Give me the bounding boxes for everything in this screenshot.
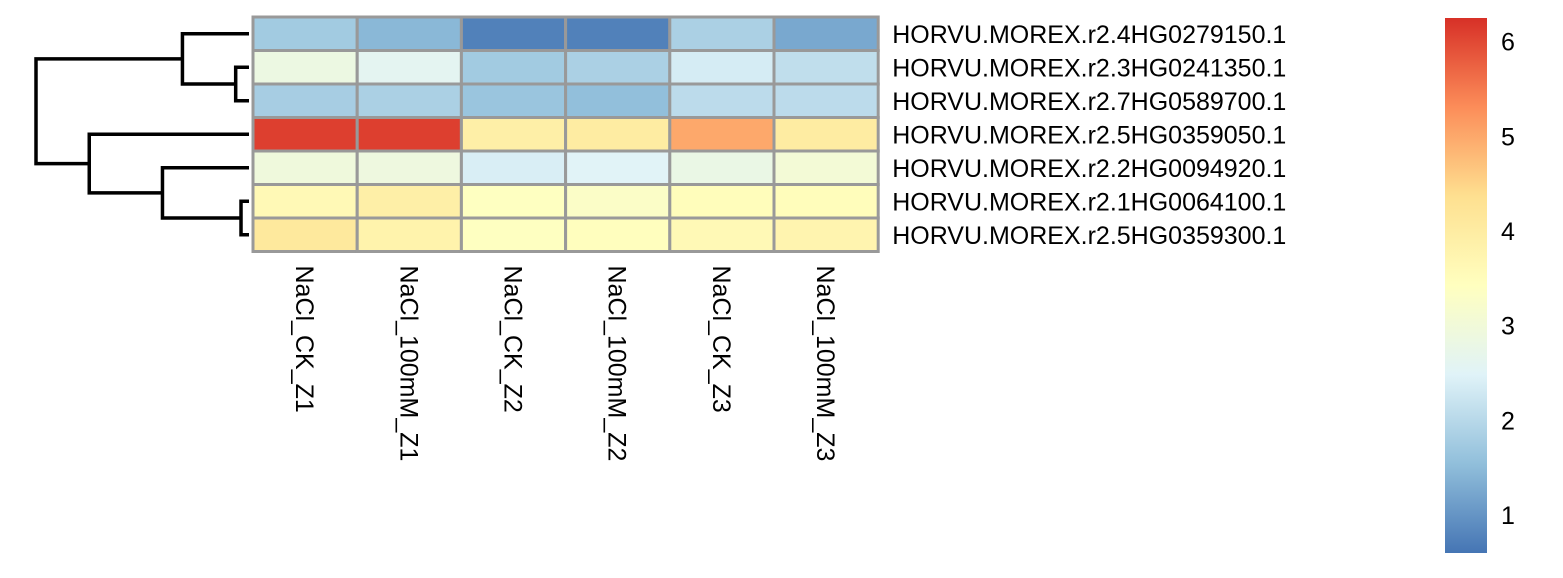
heatmap-cell [772, 216, 880, 253]
heatmap-cell [459, 49, 568, 86]
heatmap-cell [564, 15, 672, 52]
heatmap-cell [459, 82, 568, 119]
column-labels: NaCl_CK_Z1 NaCl_100mM_Z1 NaCl_CK_Z2 NaCl_10… [290, 266, 839, 462]
heatmap-cell [564, 149, 672, 186]
column-label: NaCl_100mM_Z1 [394, 266, 422, 462]
heatmap-cell [251, 49, 359, 86]
heatmap-cell [355, 82, 463, 119]
heatmap-cell [251, 149, 359, 186]
dendrogram-branch [180, 32, 249, 86]
heatmap-cell [459, 116, 568, 153]
heatmap-cell [668, 49, 776, 86]
heatmap-cell [668, 116, 776, 153]
legend-tick-label: 5 [1501, 123, 1515, 151]
heatmap-cell [564, 183, 672, 220]
heatmap-cell [355, 15, 463, 52]
heatmap-cell [772, 116, 880, 153]
column-label: NaCl_CK_Z3 [707, 266, 735, 413]
heatmap-cell [668, 216, 776, 253]
color-legend-ticks: 1 2 3 4 5 6 [1501, 29, 1515, 530]
color-legend: 1 2 3 4 5 6 [1445, 18, 1515, 553]
dendrogram-branch [239, 199, 249, 237]
heatmap-cell [668, 149, 776, 186]
row-label: HORVU.MOREX.r2.1HG0064100.1 [892, 188, 1286, 216]
heatmap-cell [772, 183, 880, 220]
heatmap-cell [564, 49, 672, 86]
row-label: HORVU.MOREX.r2.2HG0094920.1 [892, 155, 1286, 183]
dendrogram-branch [34, 57, 183, 166]
heatmap-cell [772, 49, 880, 86]
color-legend-bar [1445, 18, 1487, 553]
row-label: HORVU.MOREX.r2.5HG0359050.1 [892, 121, 1286, 149]
heatmap-cell [355, 183, 463, 220]
heatmap-cell [459, 15, 568, 52]
heatmap-cell [668, 82, 776, 119]
heatmap-cell [355, 49, 463, 86]
heatmap-cells [251, 15, 880, 253]
heatmap-cell [251, 216, 359, 253]
column-label: NaCl_CK_Z2 [499, 266, 527, 413]
heatmap-cell [459, 183, 568, 220]
row-label: HORVU.MOREX.r2.5HG0359300.1 [892, 222, 1286, 250]
heatmap-cell [459, 149, 568, 186]
row-labels: HORVU.MOREX.r2.4HG0279150.1 HORVU.MOREX.r… [892, 21, 1286, 250]
column-label: NaCl_100mM_Z3 [811, 266, 839, 462]
row-label: HORVU.MOREX.r2.4HG0279150.1 [892, 21, 1286, 49]
heatmap-cell [251, 183, 359, 220]
row-label: HORVU.MOREX.r2.7HG0589700.1 [892, 88, 1286, 116]
heatmap-cell [251, 82, 359, 119]
legend-tick-label: 2 [1501, 407, 1515, 435]
heatmap-cell [772, 149, 880, 186]
heatmap-cell [772, 15, 880, 52]
column-label: NaCl_CK_Z1 [290, 266, 318, 413]
row-dendrogram [34, 32, 249, 237]
legend-tick-label: 1 [1501, 502, 1515, 530]
legend-tick-label: 6 [1501, 29, 1515, 57]
heatmap-cell [355, 149, 463, 186]
legend-tick-label: 3 [1501, 313, 1515, 341]
dendrogram-branch [233, 65, 249, 103]
column-label: NaCl_100mM_Z2 [603, 266, 631, 462]
heatmap-cell [251, 15, 359, 52]
heatmap-cell [564, 116, 672, 153]
heatmap-cell [355, 216, 463, 253]
heatmap-cell [772, 82, 880, 119]
heatmap-cell [668, 183, 776, 220]
dendrogram-branch [160, 166, 249, 220]
heatmap-cell [564, 216, 672, 253]
heatmap-cell [459, 216, 568, 253]
row-label: HORVU.MOREX.r2.3HG0241350.1 [892, 54, 1286, 82]
heatmap-cell [355, 116, 463, 153]
heatmap-cell [668, 15, 776, 52]
heatmap-cell [251, 116, 359, 153]
heatmap-cell [564, 82, 672, 119]
dendrogram-branch [87, 132, 249, 195]
legend-tick-label: 4 [1501, 218, 1515, 246]
